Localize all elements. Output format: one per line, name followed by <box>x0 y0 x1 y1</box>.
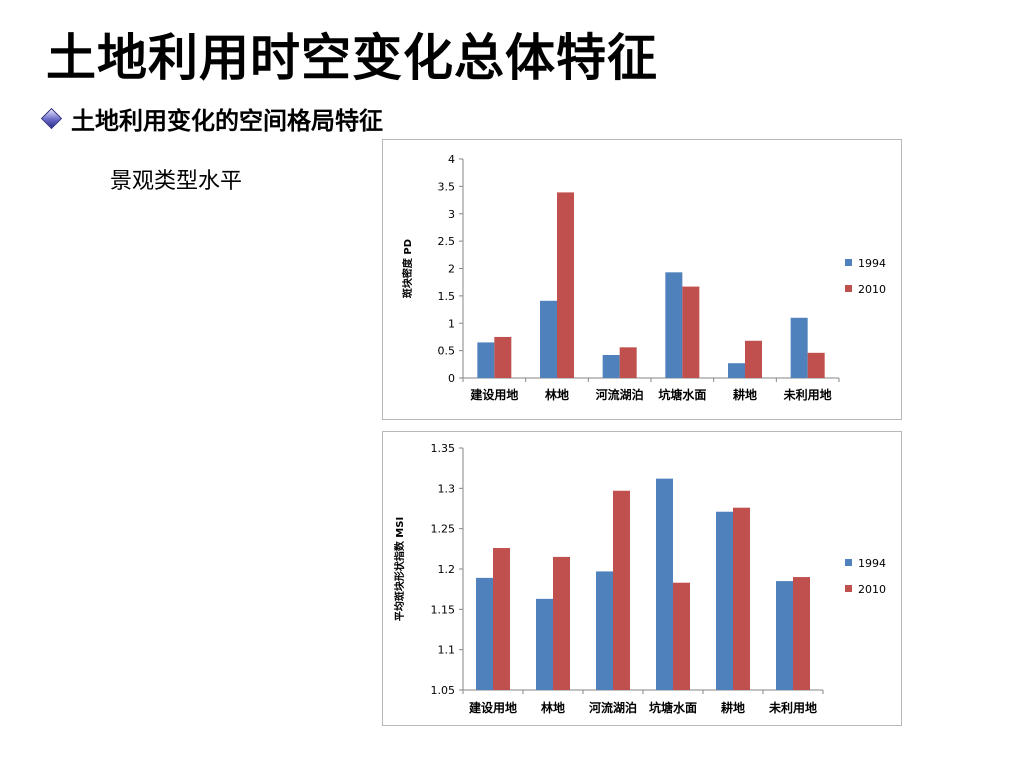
y-tick-label: 1.25 <box>431 523 456 536</box>
bar-1994-2 <box>536 598 553 690</box>
x-category-label: 建设用地 <box>468 700 517 715</box>
legend-label-1994: 1994 <box>858 257 886 270</box>
legend-label-1994: 1994 <box>858 557 886 570</box>
bar-2010-3 <box>613 490 630 690</box>
y-tick-label: 1.15 <box>431 603 456 616</box>
y-tick-label: 3.5 <box>438 180 456 193</box>
legend-swatch-1994 <box>845 259 852 266</box>
bar-2010-2 <box>557 192 574 378</box>
bar-1994-4 <box>656 478 673 690</box>
sub-heading: 景观类型水平 <box>110 169 243 194</box>
y-tick-label: 0 <box>448 372 455 385</box>
bar-2010-2 <box>553 556 570 690</box>
bar-1994-5 <box>716 511 733 690</box>
x-category-label: 坑塘水面 <box>649 700 697 715</box>
y-tick-label: 1.5 <box>438 290 456 303</box>
bullet-heading: 土地利用变化的空间格局特征 <box>71 106 383 135</box>
bar-2010-4 <box>682 286 700 378</box>
y-tick-label: 1.05 <box>431 684 456 697</box>
legend-swatch-2010 <box>845 285 852 292</box>
y-tick-label: 0.5 <box>438 345 456 358</box>
chart-msi-frame: 1.05 1.1 1.15 1.2 1.25 1.3 1.35 建设用地 林地 河流湖泊 坑塘水面 耕… <box>382 431 902 726</box>
y-tick-label: 2.5 <box>438 235 456 248</box>
x-category-label: 林地 <box>545 387 569 402</box>
y-axis-label: 斑块密度 PD <box>401 239 414 298</box>
bar-1994-1 <box>476 577 493 690</box>
y-tick-label: 1.1 <box>438 644 456 657</box>
y-tick-label: 4 <box>448 153 455 166</box>
legend-label-2010: 2010 <box>858 583 886 596</box>
y-axis-label: 平均斑块形状指数 MSI <box>393 517 406 621</box>
y-tick-label: 2 <box>448 263 455 276</box>
x-category-label: 河流湖泊 <box>595 387 644 402</box>
chart-pd: 0 0.5 1 1.5 2 2.5 3 3.5 4 建设用地 林地 河流湖泊 坑塘水面 耕地 未利用地 斑块密… <box>401 153 886 402</box>
bar-2010-5 <box>733 507 750 690</box>
legend-swatch-1994 <box>845 559 852 566</box>
bar-2010-5 <box>745 340 762 378</box>
x-category-label: 耕地 <box>721 700 745 715</box>
bar-1994-5 <box>728 363 745 378</box>
legend-label-2010: 2010 <box>858 283 886 296</box>
y-tick-label: 1 <box>448 317 455 330</box>
slide-title: 土地利用时空变化总体特征 <box>46 29 658 87</box>
bar-2010-4 <box>673 582 690 690</box>
bar-2010-1 <box>494 336 512 378</box>
x-category-label: 建设用地 <box>469 387 518 402</box>
x-category-label: 坑塘水面 <box>658 387 706 402</box>
bar-2010-6 <box>793 577 810 690</box>
y-tick-label: 3 <box>448 208 455 221</box>
bar-1994-4 <box>665 272 683 378</box>
x-category-label: 未利用地 <box>768 700 817 715</box>
bar-2010-3 <box>619 347 637 378</box>
chart-msi: 1.05 1.1 1.15 1.2 1.25 1.3 1.35 建设用地 林地 河流湖泊 坑塘水面 耕… <box>393 442 886 715</box>
bullet-row: 土地利用变化的空间格局特征 <box>40 100 383 136</box>
bar-1994-2 <box>540 300 557 378</box>
bar-1994-6 <box>776 581 793 690</box>
x-category-label: 河流湖泊 <box>588 700 637 715</box>
x-category-label: 未利用地 <box>783 387 832 402</box>
y-tick-label: 1.3 <box>438 482 456 495</box>
bar-1994-3 <box>602 355 620 378</box>
bar-1994-6 <box>790 317 808 378</box>
bar-2010-6 <box>807 352 825 378</box>
bar-1994-1 <box>477 342 495 378</box>
x-category-label: 林地 <box>541 700 565 715</box>
y-tick-label: 1.2 <box>438 563 456 576</box>
bar-2010-1 <box>493 548 510 690</box>
chart-pd-frame: 0 0.5 1 1.5 2 2.5 3 3.5 4 建设用地 林地 河流湖泊 坑塘水面 耕地 未利用地 斑块密… <box>382 139 902 420</box>
x-category-label: 耕地 <box>733 387 757 402</box>
bar-1994-3 <box>596 571 613 690</box>
diamond-bullet-icon <box>40 107 63 129</box>
legend-swatch-2010 <box>845 585 852 592</box>
y-tick-label: 1.35 <box>431 442 456 455</box>
